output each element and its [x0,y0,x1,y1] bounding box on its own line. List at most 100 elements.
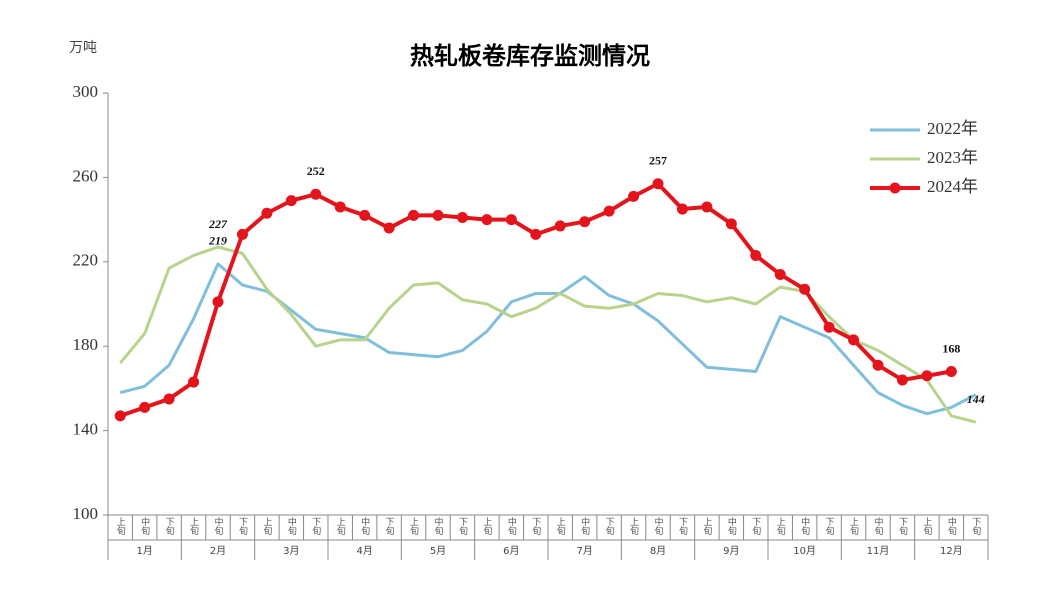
data-point [945,366,957,378]
month-label: 8月 [650,545,666,557]
x-tick-label: 下旬 [310,517,321,536]
y-tick-label: 300 [73,82,99,101]
x-tick-label: 上旬 [848,517,859,536]
data-point [432,209,444,221]
month-label: 2月 [210,545,226,557]
y-tick-label: 180 [73,335,99,354]
x-tick-label: 下旬 [237,517,248,536]
data-point [114,410,126,422]
x-tick-label: 中旬 [433,516,444,536]
legend-marker [889,182,901,194]
data-point [310,188,322,200]
x-tick-label: 上旬 [775,517,786,536]
x-tick-label: 中旬 [653,516,664,536]
x-tick-label: 下旬 [677,517,688,536]
legend-label: 2022年 [927,119,978,138]
data-point [456,211,468,223]
data-point [774,268,786,280]
chart-title: 热轧板卷库存监测情况 [410,42,650,70]
series-line [119,262,977,416]
x-tick-label: 上旬 [115,517,126,536]
month-label: 4月 [356,545,372,557]
data-label: 168 [942,341,960,355]
data-point [823,321,835,333]
data-label: 144 [967,392,985,406]
series-line [119,245,977,424]
data-point [505,214,517,226]
x-tick-label: 下旬 [750,517,761,536]
month-label: 11月 [867,545,890,557]
data-point [188,376,200,388]
x-tick-label: 中旬 [286,516,297,536]
x-tick-label: 中旬 [506,516,517,536]
x-tick-label: 下旬 [530,517,541,536]
y-tick-label: 140 [73,420,99,439]
x-tick-label: 中旬 [139,516,150,536]
data-point [236,228,248,240]
data-point [408,209,420,221]
x-tick-label: 上旬 [481,517,492,536]
month-label: 3月 [283,545,299,557]
data-point [554,220,566,232]
month-label: 1月 [136,545,152,557]
data-point [383,222,395,234]
data-point [628,190,640,202]
month-label: 7月 [576,545,592,557]
x-tick-label: 下旬 [897,517,908,536]
data-point [579,216,591,228]
y-axis-label: 万吨 [69,40,97,56]
data-point [750,249,762,261]
month-label: 5月 [430,545,446,557]
data-label: 252 [307,164,325,178]
x-tick-label: 上旬 [701,517,712,536]
x-tick-label: 下旬 [604,517,615,536]
data-point [799,283,811,295]
x-tick-label: 中旬 [946,516,957,536]
x-tick-label: 中旬 [213,516,224,536]
month-label: 12月 [940,545,963,557]
data-point [334,201,346,213]
data-point [530,228,542,240]
x-tick-label: 中旬 [359,516,370,536]
data-point [139,401,151,413]
x-tick-label: 下旬 [970,517,981,536]
x-tick-label: 上旬 [408,517,419,536]
data-point [285,195,297,207]
data-point [212,296,224,308]
data-point [163,393,175,405]
data-point [652,178,664,190]
x-tick-label: 上旬 [261,517,272,536]
x-tick-label: 下旬 [164,517,175,536]
series-line [119,181,952,418]
data-point [603,205,615,217]
x-tick-label: 中旬 [873,516,884,536]
data-point [676,203,688,215]
x-tick-label: 上旬 [335,517,346,536]
x-tick-label: 下旬 [824,517,835,536]
x-tick-label: 上旬 [921,517,932,536]
data-point [921,370,933,382]
data-point [848,334,860,346]
data-point [481,214,493,226]
y-tick-label: 220 [73,251,99,270]
legend-label: 2024年 [927,177,978,196]
x-tick-label: 中旬 [579,516,590,536]
data-point [896,374,908,386]
data-point [701,201,713,213]
data-point [872,359,884,371]
data-label: 219 [208,234,227,248]
x-tick-label: 上旬 [628,517,639,536]
data-point [725,218,737,230]
data-point [261,207,273,219]
data-label: 227 [208,217,228,231]
legend-label: 2023年 [927,148,978,167]
y-tick-label: 100 [73,504,99,523]
x-tick-label: 中旬 [799,516,810,536]
x-tick-label: 下旬 [384,517,395,536]
y-tick-label: 260 [73,166,99,185]
x-tick-label: 中旬 [726,516,737,536]
x-tick-label: 下旬 [457,517,468,536]
month-label: 10月 [793,545,816,557]
x-tick-label: 上旬 [555,517,566,536]
